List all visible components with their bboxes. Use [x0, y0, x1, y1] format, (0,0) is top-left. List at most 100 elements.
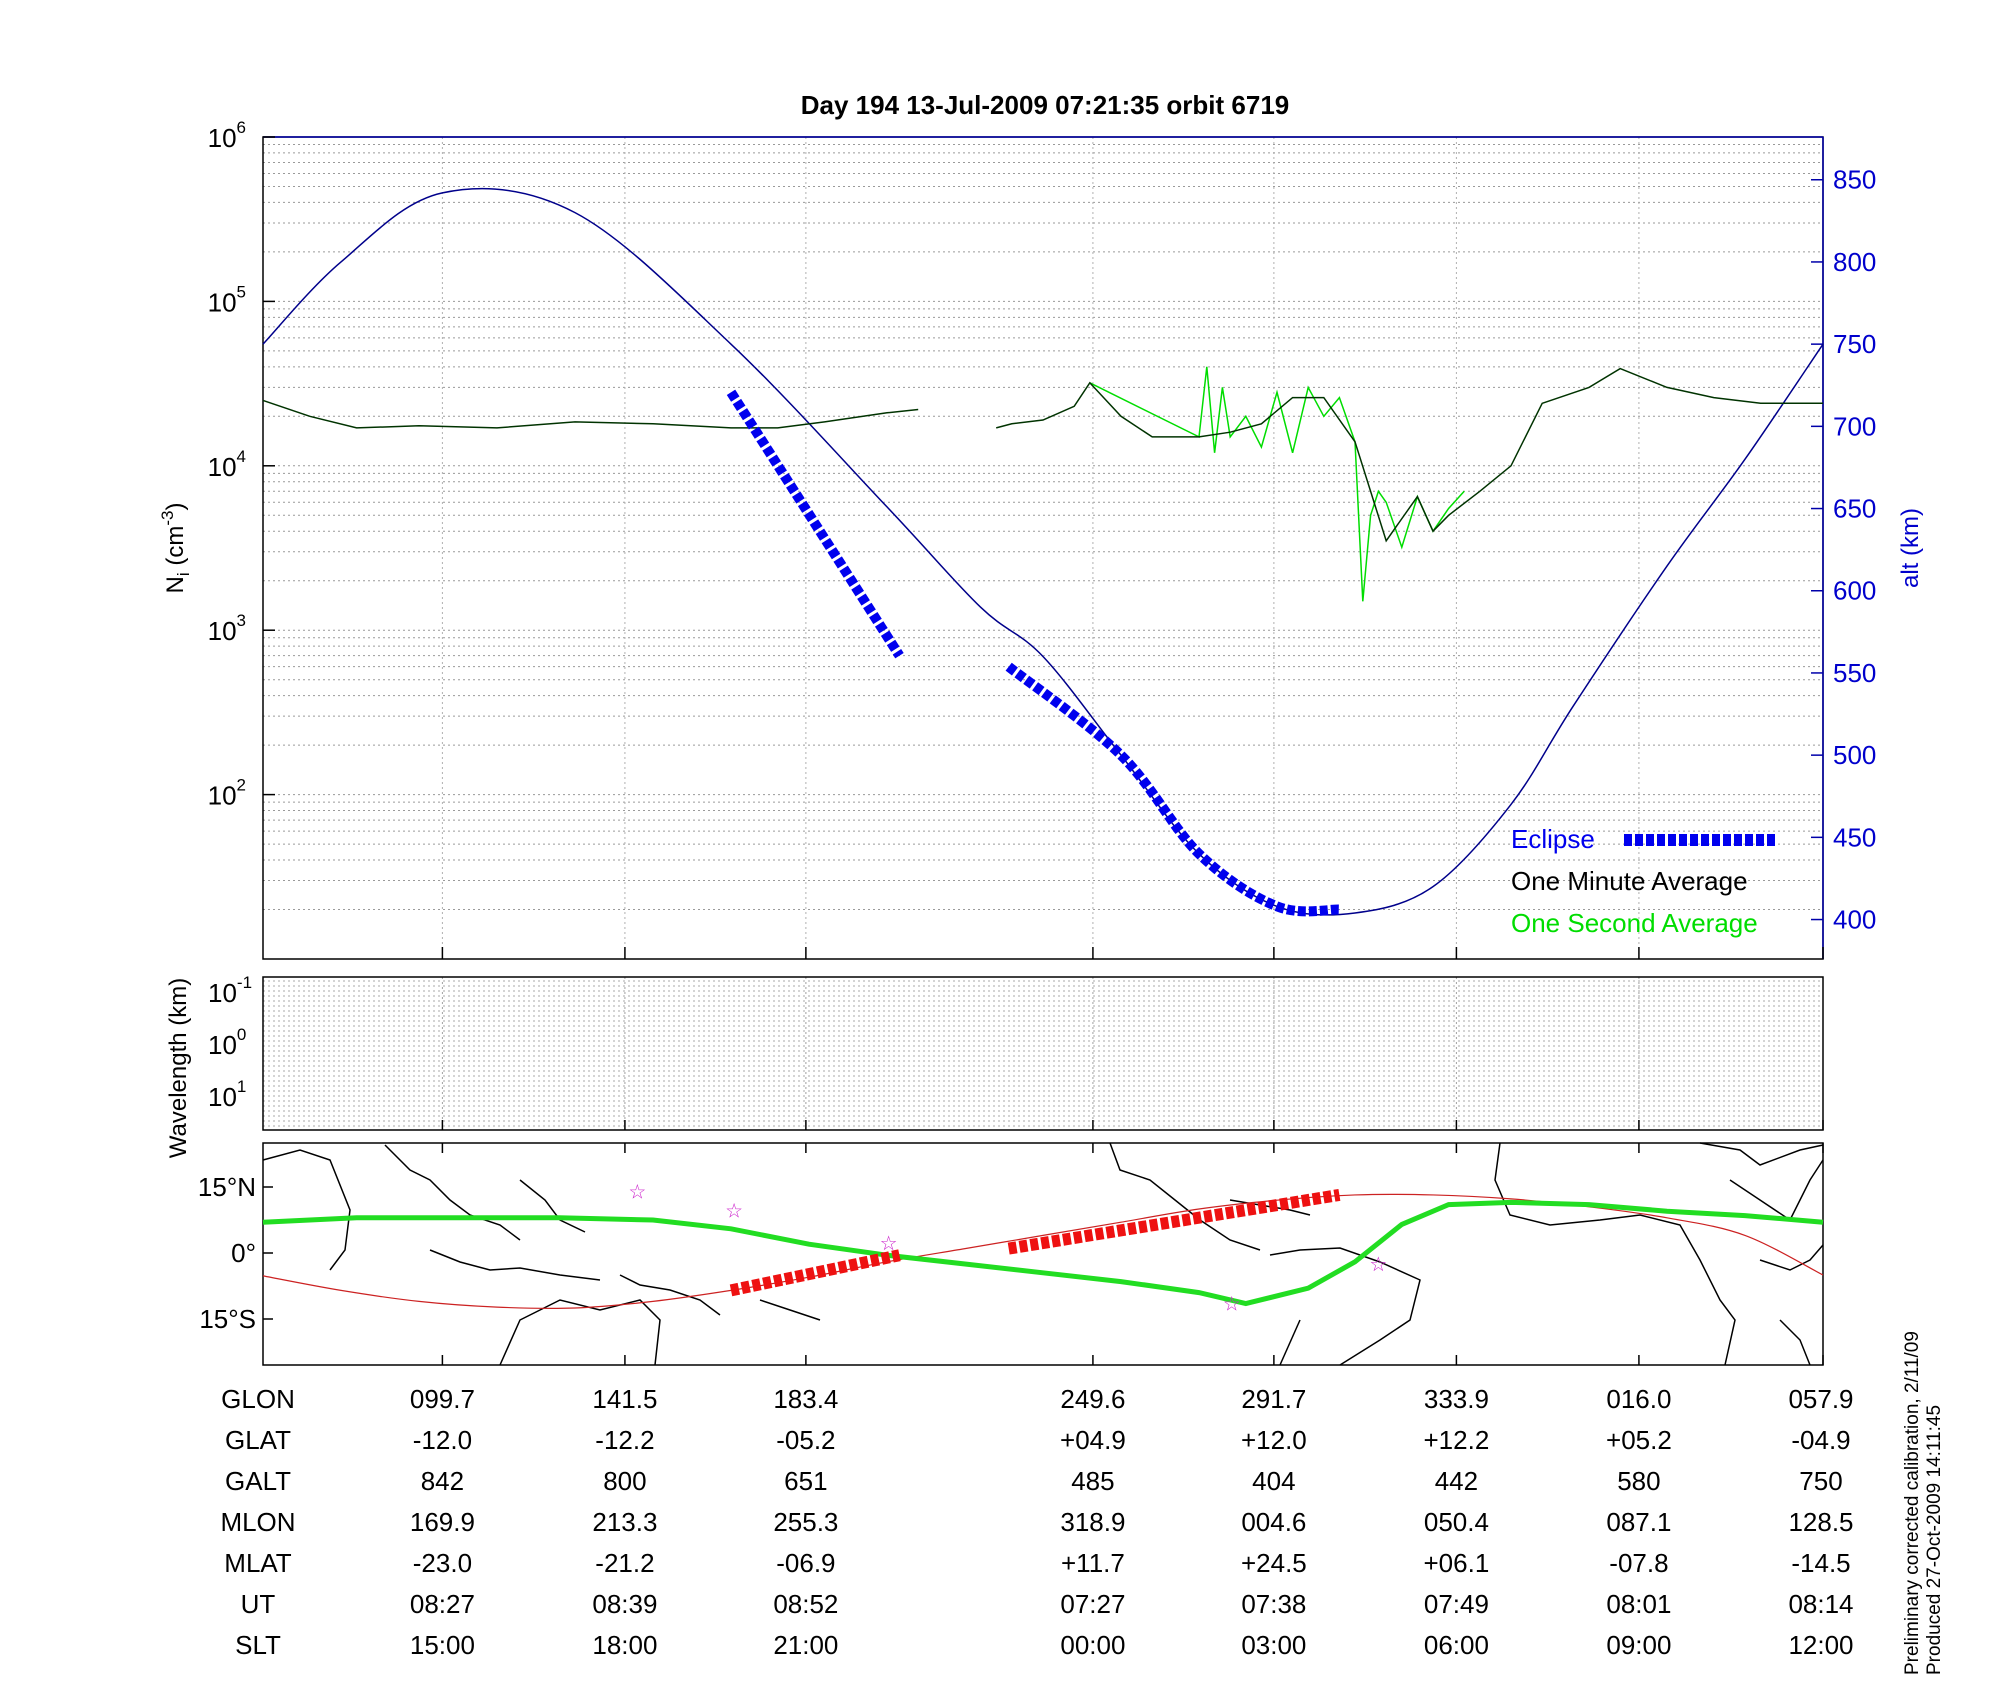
- magnetic-equator-line: [262, 1199, 1824, 1307]
- altitude-tick-label: 700: [1833, 411, 1876, 441]
- station-star-icon: ☆: [880, 1233, 898, 1255]
- table-cell: -07.8: [1609, 1548, 1668, 1578]
- coastline: [1494, 1142, 1736, 1366]
- wavelength-y-label: Wavelength (km): [165, 978, 192, 1159]
- table-cell: 08:39: [592, 1589, 657, 1619]
- y-tick-label: 103: [208, 611, 246, 646]
- orbit-parameter-table: GLON GLAT GALT MLON MLAT UT SLT 099.7 -12.0 842 16…: [220, 1384, 1853, 1660]
- table-cell: 213.3: [592, 1507, 657, 1537]
- one-second-average-line: [1089, 366, 1465, 602]
- y-tick-label: 105: [208, 282, 246, 317]
- map-panel: 15°N 0° 15°S ☆ ☆ ☆ ☆ ☆: [198, 1142, 1824, 1366]
- coastline: [759, 1299, 821, 1321]
- coastline: [619, 1274, 721, 1316]
- table-cell: 004.6: [1241, 1507, 1306, 1537]
- coastline-outline: [262, 1142, 1824, 1366]
- table-cell: 651: [784, 1466, 827, 1496]
- table-cell: 128.5: [1788, 1507, 1853, 1537]
- station-star-icon: ☆: [725, 1200, 743, 1222]
- density-y-label: Ni (cm-3): [158, 503, 193, 594]
- chart-title: Day 194 13-Jul-2009 07:21:35 orbit 6719: [801, 90, 1290, 120]
- density-y-ticks: 106 105 104 103 102: [208, 118, 275, 811]
- table-cell: 183.4: [773, 1384, 838, 1414]
- table-cell: 15:00: [410, 1630, 475, 1660]
- altitude-tick-label: 450: [1833, 822, 1876, 852]
- y-tick-label: 106: [208, 118, 246, 153]
- density-panel: 106 105 104 103 102 850 800 750 700 650 600 550 500…: [158, 118, 1924, 960]
- station-star-icon: ☆: [1369, 1254, 1387, 1276]
- table-cell: 291.7: [1241, 1384, 1306, 1414]
- altitude-tick-label: 850: [1833, 165, 1876, 195]
- table-cell: +06.1: [1424, 1548, 1490, 1578]
- table-cell: 016.0: [1606, 1384, 1671, 1414]
- coastline: [262, 1149, 351, 1271]
- latitude-tick-label: 0°: [231, 1238, 256, 1268]
- map-series: ☆ ☆ ☆ ☆ ☆: [262, 1181, 1824, 1316]
- wavelength-tick-label: 100: [208, 1025, 246, 1060]
- table-cell: 087.1: [1606, 1507, 1671, 1537]
- coastline: [384, 1144, 521, 1241]
- altitude-tick-label: 400: [1833, 905, 1876, 935]
- density-x-ticks: [441, 947, 1824, 959]
- table-cell: 08:27: [410, 1589, 475, 1619]
- table-row-header: MLON: [220, 1507, 295, 1537]
- coastline: [429, 1249, 601, 1281]
- altitude-tick-label: 650: [1833, 494, 1876, 524]
- table-cell: -12.0: [413, 1425, 472, 1455]
- altitude-y-label: alt (km): [1897, 508, 1924, 588]
- altitude-tick-label: 550: [1833, 658, 1876, 688]
- orbit-track-line: [262, 1193, 1824, 1310]
- table-cell: 00:00: [1060, 1630, 1125, 1660]
- coastline: [499, 1299, 661, 1366]
- table-cell: 09:00: [1606, 1630, 1671, 1660]
- table-cell: 249.6: [1060, 1384, 1125, 1414]
- table-cell: 800: [603, 1466, 646, 1496]
- table-cell: 18:00: [592, 1630, 657, 1660]
- table-cell: 842: [421, 1466, 464, 1496]
- wavelength-panel: 10-1 100 101 Wavelength (km): [165, 973, 1824, 1159]
- table-cell: 08:01: [1606, 1589, 1671, 1619]
- table-cell: 333.9: [1424, 1384, 1489, 1414]
- coastline: [519, 1179, 586, 1233]
- table-cell: -04.9: [1791, 1425, 1850, 1455]
- altitude-y-ticks: 850 800 750 700 650 600 550 500 450 400: [1811, 165, 1876, 935]
- table-cell: +12.0: [1241, 1425, 1307, 1455]
- latitude-tick-label: 15°S: [199, 1304, 256, 1334]
- table-cell: -05.2: [776, 1425, 835, 1455]
- table-cell: +24.5: [1241, 1548, 1307, 1578]
- table-cell: 06:00: [1424, 1630, 1489, 1660]
- coastline: [1109, 1142, 1261, 1251]
- density-series: [262, 188, 1824, 917]
- wavelength-tick-label: 101: [208, 1077, 246, 1112]
- table-cell: -14.5: [1791, 1548, 1850, 1578]
- map-ticks: 15°N 0° 15°S: [198, 1143, 1824, 1365]
- footer-calibration: Preliminary corrected calibration, 2/11/…: [1902, 1331, 1923, 1675]
- table-row-header: GLAT: [225, 1425, 291, 1455]
- table-cell: 21:00: [773, 1630, 838, 1660]
- wavelength-y-ticks: 10-1 100 101: [208, 973, 1824, 1130]
- altitude-tick-label: 750: [1833, 329, 1876, 359]
- coastline: [1759, 1244, 1824, 1271]
- coastline: [1699, 1142, 1824, 1166]
- one-minute-average-line: [262, 367, 1823, 543]
- eclipse-segment: [726, 389, 904, 659]
- coastline: [1729, 1159, 1824, 1222]
- table-cell: 485: [1071, 1466, 1114, 1496]
- table-cell: +04.9: [1060, 1425, 1126, 1455]
- station-star-icon: ☆: [1223, 1294, 1241, 1316]
- y-tick-label: 102: [208, 776, 246, 811]
- eclipse-track-segment: [729, 1249, 901, 1297]
- table-row-header: SLT: [235, 1630, 281, 1660]
- wavelength-axes-frame: [262, 976, 1824, 1131]
- table-cell: 08:52: [773, 1589, 838, 1619]
- table-cell: 07:49: [1424, 1589, 1489, 1619]
- map-axes-frame: [262, 1142, 1824, 1366]
- eclipse-segment: [1005, 662, 1340, 917]
- table-cell: 141.5: [592, 1384, 657, 1414]
- eclipse-track-segment: [1007, 1188, 1341, 1255]
- latitude-tick-label: 15°N: [198, 1172, 256, 1202]
- table-cell: 03:00: [1241, 1630, 1306, 1660]
- station-star-icon: ☆: [628, 1181, 646, 1203]
- density-grid: [263, 137, 1824, 959]
- chart-legend: Eclipse One Minute Average One Second Av…: [1511, 824, 1776, 938]
